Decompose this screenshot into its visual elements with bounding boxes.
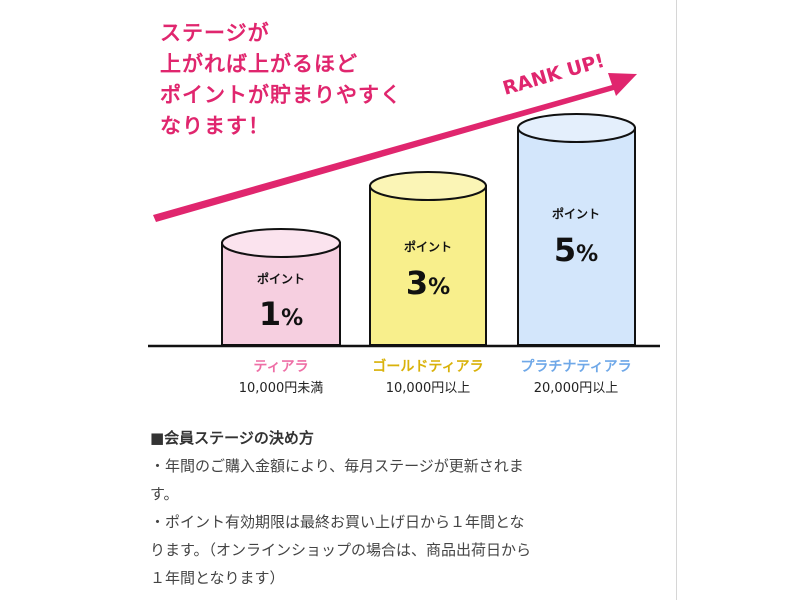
rank-up-arrow [153, 73, 637, 222]
tier-3-rate-value: 5 [554, 231, 576, 269]
tier-2-point-label: ポイント [404, 239, 452, 254]
headline: ステージが 上がれば上がるほど ポイントが貯まりやすく なります！ [160, 18, 402, 142]
headline-line-3: ポイントが貯まりやすく [160, 83, 402, 107]
notes-line-1: ・年間のご購入金額により、毎月ステージが更新されま [150, 457, 524, 475]
tier-3-point-label: ポイント [552, 206, 600, 221]
tier-1-rate-unit: % [281, 306, 303, 331]
headline-line-4: なります！ [160, 114, 270, 138]
tier-3-cylinder: ポイント 5% [517, 113, 636, 346]
headline-line-2: 上がれば上がるほど [160, 52, 358, 76]
notes-line-4: ります。（オンラインショップの場合は、商品出荷日から [150, 541, 532, 559]
tier-1-point-label: ポイント [257, 271, 305, 286]
tier-2-rate-value: 3 [406, 264, 428, 302]
tier-2-rate-unit: % [428, 275, 450, 300]
tier-1-cylinder: ポイント 1% [221, 228, 341, 346]
stage-notes: ■会員ステージの決め方 ・年間のご購入金額により、毎月ステージが更新されま す。… [150, 424, 655, 592]
rank-diagram: RANK UP! ポイント 1% ポイント 3% ポイント 5% [148, 50, 660, 348]
tier-2-condition: 10,000円以上 [385, 381, 471, 396]
notes-line-3: ・ポイント有効期限は最終お買い上げ日から１年間とな [150, 513, 525, 531]
tier-1-rate-value: 1 [259, 295, 281, 333]
notes-line-2: す。 [150, 485, 179, 503]
tier-3-rate-unit: % [576, 242, 598, 267]
headline-line-1: ステージが [160, 21, 270, 45]
tier-3-condition: 20,000円以上 [533, 381, 619, 396]
tier-1-name: ティアラ [253, 359, 309, 375]
tier-2-rate: 3% [406, 264, 450, 302]
tier-3-rate: 5% [554, 231, 598, 269]
content-panel: ステージが 上がれば上がるほど ポイントが貯まりやすく なります！ RANK U… [130, 0, 677, 600]
notes-line-5: １年間となります） [150, 569, 285, 587]
tier-3-name: プラチナティアラ [520, 359, 632, 375]
tier-1-rate: 1% [259, 295, 303, 333]
tier-2-cylinder: ポイント 3% [369, 171, 487, 346]
notes-heading: ■会員ステージの決め方 [150, 429, 314, 447]
tier-1-condition: 10,000円未満 [238, 381, 324, 396]
tier-2-name: ゴールドティアラ [372, 359, 484, 375]
